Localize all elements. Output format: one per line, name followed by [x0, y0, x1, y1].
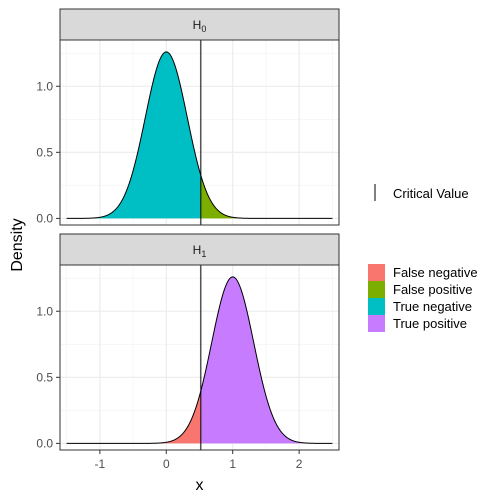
panel-h1-areas — [66, 276, 333, 444]
strip-h0-label-main: H — [193, 18, 202, 32]
y-tick-label: 0.0 — [36, 436, 53, 450]
x-tick-label: -1 — [95, 457, 106, 471]
legend-critical-value-label: Critical Value — [393, 186, 469, 201]
strip-h0-label: H0 — [193, 18, 207, 34]
panel-h0-areas — [66, 51, 333, 219]
legend-label-false-positive: False positive — [393, 282, 472, 297]
area-true-negative — [66, 51, 201, 219]
panel-h1-y-axis: 0.0 0.5 1.0 — [36, 304, 60, 450]
legend-swatch-true-positive — [368, 315, 385, 332]
strip-h1-background — [59, 233, 340, 266]
density-curve — [66, 276, 333, 444]
strip-h0-label-sub: 0 — [201, 24, 206, 34]
x-axis: -1 0 1 2 — [95, 450, 303, 471]
strip-h0-background — [59, 8, 340, 41]
x-tick-label: 0 — [163, 457, 170, 471]
y-tick-label: 1.0 — [36, 304, 53, 318]
legend-swatch-false-negative — [368, 264, 385, 281]
y-tick-label: 0.5 — [36, 370, 53, 384]
strip-h1-label: H1 — [193, 243, 207, 259]
legend-label-true-positive: True positive — [393, 316, 467, 331]
panel-h1-border — [59, 264, 340, 451]
area-false-negative — [66, 390, 201, 444]
panel-h1: H1 0.0 0.5 1.0 — [36, 233, 340, 451]
legend-swatch-false-positive — [368, 281, 385, 298]
legend-swatch-true-negative — [368, 298, 385, 315]
legend-label-true-negative: True negative — [393, 299, 472, 314]
x-tick-label: 2 — [296, 457, 303, 471]
area-true-positive — [200, 276, 333, 444]
x-tick-label: 1 — [229, 457, 236, 471]
y-tick-label: 0.0 — [36, 211, 53, 225]
panel-h0-y-axis: 0.0 0.5 1.0 — [36, 79, 60, 225]
y-tick-label: 1.0 — [36, 79, 53, 93]
strip-h1-label-main: H — [193, 243, 202, 257]
panel-h0: H0 0.0 0.5 1.0 — [36, 8, 340, 226]
legend-label-false-negative: False negative — [393, 265, 478, 280]
legend-fill: False negative False positive True negativ… — [368, 264, 478, 332]
x-axis-title: x — [196, 477, 204, 494]
legend-critical-value: Critical Value — [374, 184, 469, 201]
density-curve — [66, 51, 333, 219]
panel-h0-border — [59, 39, 340, 226]
y-tick-label: 0.5 — [36, 145, 53, 159]
area-false-positive — [200, 175, 333, 219]
y-axis-title: Density — [9, 218, 26, 271]
strip-h1-label-sub: 1 — [201, 249, 206, 259]
